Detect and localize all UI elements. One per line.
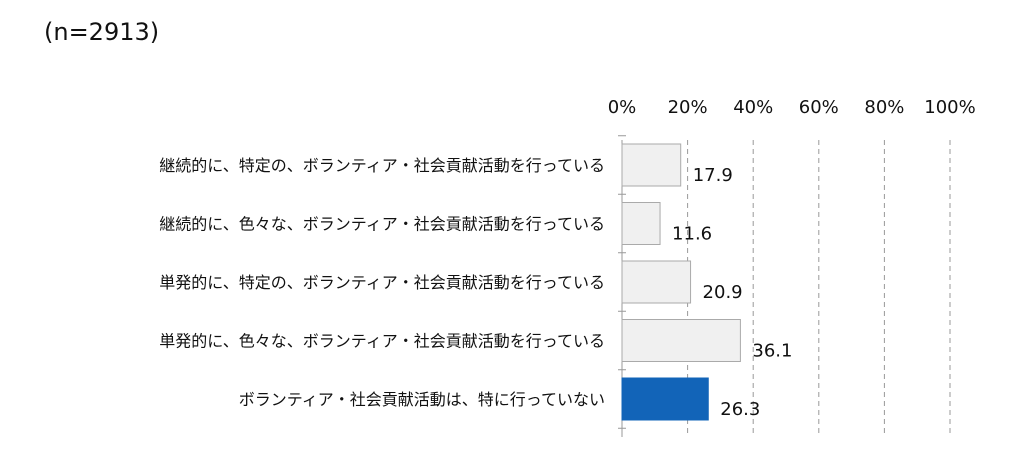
- category-labels: 継続的に、特定の、ボランティア・社会貢献活動を行っている継続的に、色々な、ボラン…: [159, 156, 605, 409]
- data-labels: 17.9 11.6 20.9 36.1 26.3: [672, 165, 792, 420]
- bar: [621, 202, 661, 245]
- bar: [621, 319, 741, 362]
- data-label: 36.1: [752, 341, 792, 362]
- data-label: 11.6: [672, 224, 712, 245]
- x-tick-label: 60%: [799, 97, 839, 118]
- data-label: 17.9: [693, 165, 733, 186]
- bars: [621, 143, 741, 421]
- category-label: 継続的に、特定の、ボランティア・社会貢献活動を行っている: [159, 156, 605, 175]
- category-label: ボランティア・社会貢献活動は、特に行っていない: [239, 390, 605, 409]
- category-label: 単発的に、特定の、ボランティア・社会貢献活動を行っている: [159, 273, 605, 292]
- bar: [621, 260, 692, 304]
- bar: [621, 143, 682, 187]
- x-tick-label: 80%: [864, 97, 904, 118]
- x-tick-label: 0%: [608, 97, 637, 118]
- data-label: 20.9: [703, 282, 743, 303]
- category-label: 単発的に、色々な、ボランティア・社会貢献活動を行っている: [159, 332, 605, 351]
- x-tick-label: 40%: [733, 97, 773, 118]
- category-label: 継続的に、色々な、ボランティア・社会貢献活動を行っている: [159, 215, 605, 234]
- x-axis-ticks: 0% 20% 40% 60% 80% 100%: [608, 97, 976, 118]
- bar: [621, 377, 709, 421]
- x-tick-label: 100%: [924, 97, 975, 118]
- data-label: 26.3: [720, 399, 760, 420]
- x-tick-label: 20%: [668, 97, 708, 118]
- sample-size-label: (n=2913): [44, 18, 160, 46]
